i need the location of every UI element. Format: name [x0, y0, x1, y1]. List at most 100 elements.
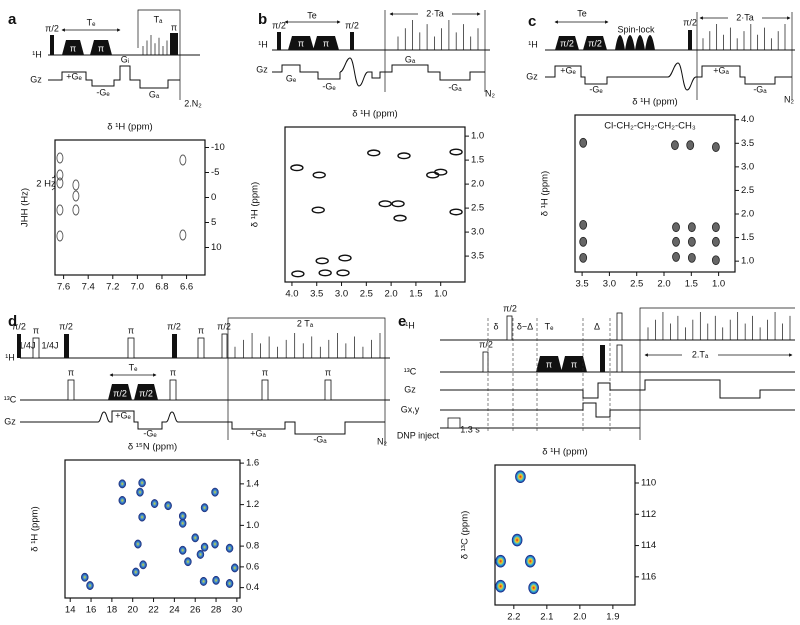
- y-tick-label: 110: [641, 478, 656, 489]
- sequence-label: +Gₐ: [713, 65, 729, 75]
- y-tick-label: 0.8: [246, 541, 259, 552]
- x-axis-label: δ ¹H (ppm): [352, 109, 397, 120]
- pulse-element: [277, 32, 281, 50]
- panel-label: d: [8, 313, 17, 330]
- sequence-label: Gz: [526, 71, 538, 81]
- sequence-label: δ: [493, 321, 498, 331]
- peak: [579, 236, 588, 247]
- y-tick-label: 4.0: [741, 114, 754, 125]
- peak: [56, 204, 64, 216]
- peak: [495, 579, 506, 593]
- x-tick-label: 1.0: [434, 289, 447, 300]
- sequence-label: DNP inject: [397, 430, 440, 440]
- sequence-label: ¹H: [528, 39, 538, 49]
- peak: [686, 140, 695, 151]
- y-tick-label: 1.2: [246, 499, 259, 510]
- pulse-element: [313, 36, 339, 50]
- peak: [56, 230, 64, 242]
- x-tick-label: 1.5: [685, 279, 698, 290]
- x-tick-label: 7.6: [57, 282, 70, 293]
- peak: [338, 254, 352, 262]
- x-tick-label: 24: [169, 605, 180, 616]
- y-tick-label: -10: [211, 142, 225, 153]
- sequence-label: π: [298, 38, 304, 48]
- peak: [118, 496, 127, 505]
- sequence-label: Te: [307, 10, 317, 20]
- panel: c π/2 π/2 Te Spin-lock π/2 2·Ta ¹H Gz +Gₑ -Gₑ +Gₐ -G…: [526, 8, 794, 289]
- peak: [199, 576, 208, 586]
- sequence-label: π/2: [272, 20, 286, 30]
- x-axis-label: δ ¹H (ppm): [107, 122, 152, 133]
- pulse-element: [545, 65, 668, 85]
- peak: [196, 549, 205, 559]
- sequence-label: -Gₑ: [143, 428, 157, 438]
- sequence-label: Tₑ: [545, 321, 554, 331]
- y-tick-label: 3.0: [741, 161, 754, 172]
- sequence-label: -Gₐ: [753, 84, 767, 94]
- x-tick-label: 2.5: [630, 279, 643, 290]
- sequence-label: 2·Ta: [426, 8, 444, 18]
- x-tick-label: 14: [65, 605, 76, 616]
- sequence-label: π/2: [560, 38, 574, 48]
- sequence-label: π: [170, 367, 176, 377]
- peak: [579, 252, 588, 263]
- peak: [81, 572, 89, 582]
- pulse-element: [561, 356, 587, 372]
- y-tick-label: 2.5: [471, 203, 484, 214]
- peak: [136, 487, 144, 497]
- y-axis-label: δ ¹³C (ppm): [460, 511, 471, 560]
- sequence-label: Spin-lock: [617, 24, 655, 34]
- y-tick-label: 3.0: [471, 227, 484, 238]
- sequence-label: π/2: [113, 388, 127, 398]
- y-tick-label: 3.5: [741, 138, 754, 149]
- peak: [579, 219, 588, 230]
- sequence-label: π/2: [139, 388, 153, 398]
- pulse-element: [137, 9, 181, 100]
- peak: [164, 501, 172, 511]
- sequence-label: Gₐ: [149, 89, 160, 99]
- pulse-element: [536, 356, 562, 372]
- peak: [178, 545, 187, 555]
- peak: [211, 487, 219, 497]
- x-tick-label: 2.0: [385, 289, 398, 300]
- sequence-label: π: [323, 38, 329, 48]
- pulse-element: [17, 334, 21, 358]
- sequence-label: Tₑ: [129, 362, 138, 372]
- x-tick-label: 26: [190, 605, 201, 616]
- peak: [711, 142, 720, 152]
- pulse-element: [97, 411, 111, 423]
- pulse-element: [350, 32, 354, 50]
- peak: [449, 208, 463, 216]
- sequence-label: Gᵢ: [121, 54, 129, 64]
- peak: [56, 152, 64, 164]
- pulse-element: [506, 315, 513, 341]
- pulse-element: [261, 379, 269, 401]
- peak: [672, 236, 680, 247]
- pulse-element: [134, 384, 158, 400]
- pulse-element: [639, 307, 795, 440]
- peak: [318, 269, 332, 277]
- peak: [672, 222, 680, 233]
- peak: [397, 152, 411, 160]
- pulse-element: [555, 36, 579, 50]
- sequence-label: π: [571, 359, 577, 369]
- y-tick-label: 3.5: [471, 251, 484, 262]
- pulse-element: [616, 312, 623, 341]
- y-tick-label: 1.0: [246, 520, 259, 531]
- peak: [179, 154, 187, 166]
- x-tick-label: 2.2: [507, 612, 520, 623]
- peak: [56, 169, 64, 181]
- peak: [134, 539, 142, 549]
- sequence-label: Tₐ: [154, 14, 163, 24]
- pulse-element: [272, 64, 341, 80]
- pulse-element: [221, 333, 228, 359]
- sequence-label: π/2: [683, 17, 697, 27]
- peak: [225, 543, 234, 553]
- sequence-label: -Gₑ: [96, 87, 110, 97]
- panel: b π/2 Te π/2 2·Ta π π ¹H Gz Gₑ -Gₑ Gₐ -Gₐ N₂ 4.0 3.5 3.0…: [250, 8, 496, 299]
- sequence-label: ¹H: [405, 320, 415, 330]
- peak: [150, 499, 159, 509]
- pulse-element: [127, 337, 135, 359]
- peak: [138, 478, 146, 488]
